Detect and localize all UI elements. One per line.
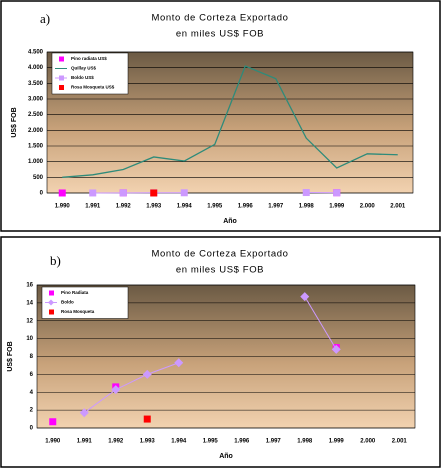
- y-tick-label: 2.500: [28, 112, 44, 118]
- x-tick-label: 1.998: [299, 204, 315, 210]
- y-axis-label: US$ FOB: [11, 107, 18, 137]
- marker: [331, 344, 341, 354]
- series-line: [83, 296, 337, 414]
- x-tick-label: 1.996: [234, 439, 250, 445]
- y-tick-label: 8: [30, 354, 34, 360]
- chart-title: Monto de Corteza Exportado: [151, 13, 288, 24]
- marker: [111, 385, 121, 395]
- x-tick-label: 1.996: [238, 204, 254, 210]
- x-tick-label: 1.997: [266, 439, 282, 445]
- marker: [333, 189, 341, 197]
- marker: [119, 189, 127, 197]
- legend-label: Pino radiata US$: [71, 56, 107, 61]
- y-tick-label: 16: [26, 283, 33, 289]
- y-tick-label: 1.500: [28, 144, 44, 150]
- marker: [89, 189, 97, 197]
- marker: [300, 292, 310, 302]
- y-tick-label: 500: [33, 175, 44, 181]
- x-tick-label: 1.991: [85, 204, 101, 210]
- y-tick-label: 10: [26, 336, 33, 342]
- panel-label: b): [50, 253, 61, 268]
- x-tick-label: 1.999: [329, 204, 345, 210]
- legend-marker: [59, 75, 64, 81]
- marker: [174, 358, 184, 368]
- legend-label: Quillay US$: [71, 66, 97, 71]
- legend-label: Boldo: [61, 300, 74, 305]
- series-line: [62, 65, 398, 178]
- marker: [302, 189, 310, 197]
- x-tick-label: 1.999: [329, 439, 345, 445]
- marker: [180, 189, 188, 197]
- x-tick-label: 1.998: [297, 439, 313, 445]
- legend-marker: [59, 85, 64, 90]
- y-tick-label: 14: [26, 300, 33, 306]
- chart-subtitle: en miles US$ FOB: [176, 265, 264, 276]
- x-tick-label: 2.000: [360, 439, 376, 445]
- x-tick-label: 2.001: [390, 204, 406, 210]
- panel-label: a): [40, 11, 50, 26]
- x-tick-label: 1.994: [177, 204, 193, 210]
- y-tick-label: 3.000: [28, 97, 44, 103]
- y-tick-label: 4.500: [28, 50, 44, 56]
- x-tick-label: 2.000: [360, 204, 376, 210]
- legend-label: Rosa Mosqueta: [61, 309, 95, 314]
- marker: [143, 415, 151, 423]
- legend-marker: [48, 299, 54, 306]
- legend-label: Boldo US$: [71, 75, 94, 80]
- legend-marker: [49, 309, 54, 315]
- marker: [58, 189, 66, 197]
- marker: [142, 369, 152, 379]
- x-tick-label: 1.993: [140, 439, 156, 445]
- y-tick-label: 6: [30, 372, 34, 378]
- x-tick-label: 1.992: [116, 204, 132, 210]
- y-tick-label: 2.000: [28, 128, 44, 134]
- y-tick-label: 0: [40, 191, 44, 197]
- marker: [150, 189, 158, 197]
- legend-marker: [59, 56, 64, 62]
- x-axis-label: Año: [223, 218, 237, 225]
- x-axis-label: Año: [219, 453, 233, 460]
- x-tick-label: 1.990: [45, 439, 61, 445]
- y-tick-label: 4.000: [28, 65, 44, 71]
- y-tick-label: 4: [30, 390, 34, 396]
- x-tick-label: 1.995: [203, 439, 219, 445]
- x-tick-label: 1.994: [171, 439, 187, 445]
- x-tick-label: 1.990: [55, 204, 71, 210]
- legend-box: [51, 52, 129, 95]
- x-tick-label: 1.992: [108, 439, 124, 445]
- marker: [79, 408, 89, 418]
- x-tick-label: 2.001: [392, 439, 408, 445]
- x-tick-label: 1.995: [207, 204, 223, 210]
- legend-marker: [49, 290, 54, 296]
- y-tick-label: 2: [30, 408, 34, 414]
- y-axis-label: US$ FOB: [7, 341, 14, 371]
- y-tick-label: 3.500: [28, 81, 44, 87]
- x-tick-label: 1.993: [146, 204, 162, 210]
- y-tick-label: 1.000: [28, 159, 44, 165]
- chart-title: Monto de Corteza Exportado: [151, 249, 288, 260]
- x-tick-label: 1.991: [77, 439, 93, 445]
- y-tick-label: 12: [26, 318, 33, 324]
- legend-label: Rosa Mosqueta US$: [71, 85, 115, 90]
- chart-subtitle: en miles US$ FOB: [176, 29, 264, 40]
- marker: [49, 418, 57, 426]
- legend-label: Pino Radiata: [61, 290, 89, 295]
- y-tick-label: 0: [30, 426, 34, 432]
- x-tick-label: 1.997: [268, 204, 284, 210]
